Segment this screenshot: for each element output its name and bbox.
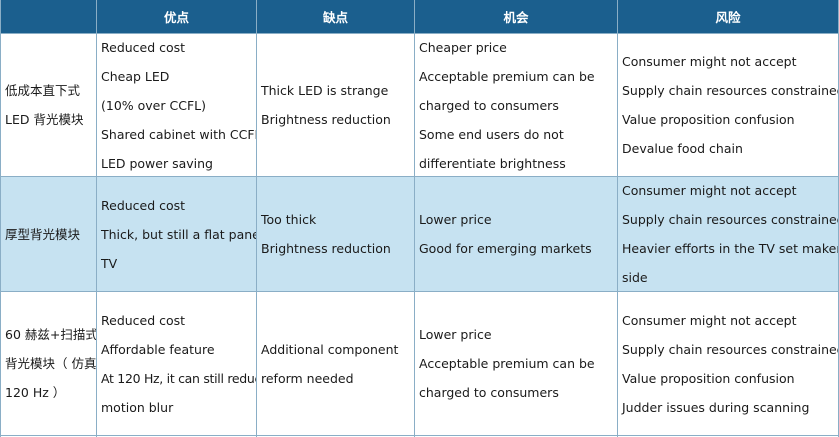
row3-label-line: 背光模块（ 仿真	[5, 356, 96, 371]
row3-label-cell: 60 赫兹+扫描式 背光模块（ 仿真 120 Hz ）	[1, 292, 96, 435]
row3-label-line: 120 Hz ）	[5, 385, 66, 400]
row3-pros-line: motion blur	[101, 399, 174, 415]
row-2-band-background	[0, 177, 839, 291]
row3-cons-line: reform needed	[261, 370, 354, 386]
row1-label-cell: 低成本直下式 LED 背光模块	[1, 34, 96, 176]
row1-opportunities-line: differentiate brightness	[419, 155, 566, 171]
row1-pros-line: Cheap LED	[101, 68, 170, 84]
row1-opportunities-cell: Cheaper price Acceptable premium can be …	[415, 34, 617, 176]
row2-opportunities-line: Lower price	[419, 212, 492, 227]
row1-cons-cell: Thick LED is strange Brightness reductio…	[257, 34, 414, 176]
row3-pros-line: At 120 Hz, it can still reduce	[101, 370, 256, 386]
row1-risks-line: Value proposition confusion	[622, 112, 795, 127]
row2-cons-line: Brightness reduction	[261, 241, 391, 256]
row1-label-line: 低成本直下式	[5, 83, 81, 98]
row3-opportunities-cell: Lower price Acceptable premium can be ch…	[415, 292, 617, 435]
row1-cons-line: Brightness reduction	[261, 112, 391, 127]
row3-risks-line: Consumer might not accept	[622, 312, 797, 328]
row2-opportunities-cell: Lower price Good for emerging markets	[415, 177, 617, 291]
row1-risks-line: Consumer might not accept	[622, 54, 797, 69]
row1-risks-line: Devalue food chain	[622, 141, 743, 156]
row1-pros-line: Shared cabinet with CCFL	[101, 126, 256, 142]
row1-opportunities-line: Acceptable premium can be	[419, 68, 595, 84]
row1-cons-line: Thick LED is strange	[261, 83, 389, 98]
row3-pros-line: Reduced cost	[101, 312, 186, 328]
row2-label-cell: 厚型背光模块	[1, 177, 96, 291]
row2-risks-line: Heavier efforts in the TV set maker	[622, 241, 838, 256]
row1-risks-line: Supply chain resources constrained	[622, 83, 838, 98]
row2-label-line: 厚型背光模块	[5, 226, 81, 242]
row1-pros-cell: Reduced cost Cheap LED (10% over CCFL) S…	[97, 34, 256, 176]
row3-risks-cell: Consumer might not accept Supply chain r…	[618, 292, 838, 435]
header-col-risks: 风险	[715, 10, 741, 25]
row3-opportunities-line: charged to consumers	[419, 385, 559, 400]
row3-pros-line: Affordable feature	[101, 341, 215, 357]
row2-opportunities-line: Good for emerging markets	[419, 241, 592, 256]
row1-label-line: LED 背光模块	[5, 112, 84, 127]
row3-label-line: 60 赫兹+扫描式	[5, 327, 96, 342]
row3-opportunities-line: Acceptable premium can be	[419, 356, 595, 371]
row1-pros-line: (10% over CCFL)	[101, 97, 206, 113]
row3-pros-cell: Reduced cost Affordable feature At 120 H…	[97, 292, 256, 435]
row2-cons-line: Too thick	[261, 212, 317, 227]
row2-pros-line: Thick, but still a flat panel	[101, 226, 256, 242]
row3-risks-line: Judder issues during scanning	[622, 399, 810, 415]
row2-pros-cell: Reduced cost Thick, but still a flat pan…	[97, 177, 256, 291]
row1-opportunities-line: Some end users do not	[419, 126, 564, 142]
row1-opportunities-line: charged to consumers	[419, 97, 559, 113]
header-col-label	[1, 0, 96, 33]
row1-pros-line: LED power saving	[101, 155, 213, 171]
row1-risks-cell: Consumer might not accept Supply chain r…	[618, 34, 838, 176]
header-col-cons: 缺点	[322, 10, 348, 25]
row2-pros-line: TV	[101, 255, 118, 271]
row3-cons-line: Additional component	[261, 341, 399, 357]
row3-opportunities-line: Lower price	[419, 327, 492, 342]
row2-risks-line: side	[622, 270, 648, 285]
row2-pros-line: Reduced cost	[101, 197, 186, 213]
row1-opportunities-line: Cheaper price	[419, 39, 507, 55]
header-col-opportunities: 机会	[503, 10, 529, 25]
header-col-pros: 优点	[163, 10, 189, 25]
row1-pros-line: Reduced cost	[101, 39, 186, 55]
row2-risks-line: Consumer might not accept	[622, 183, 797, 198]
row2-cons-cell: Too thick Brightness reduction	[257, 177, 414, 291]
row3-cons-cell: Additional component reform needed	[257, 292, 414, 435]
row3-risks-line: Value proposition confusion	[622, 370, 795, 386]
row3-risks-line: Supply chain resources constrained	[622, 341, 838, 357]
header-row-background	[0, 0, 839, 33]
row2-risks-line: Supply chain resources constrained	[622, 212, 838, 227]
row2-risks-cell: Consumer might not accept Supply chain r…	[618, 177, 838, 291]
